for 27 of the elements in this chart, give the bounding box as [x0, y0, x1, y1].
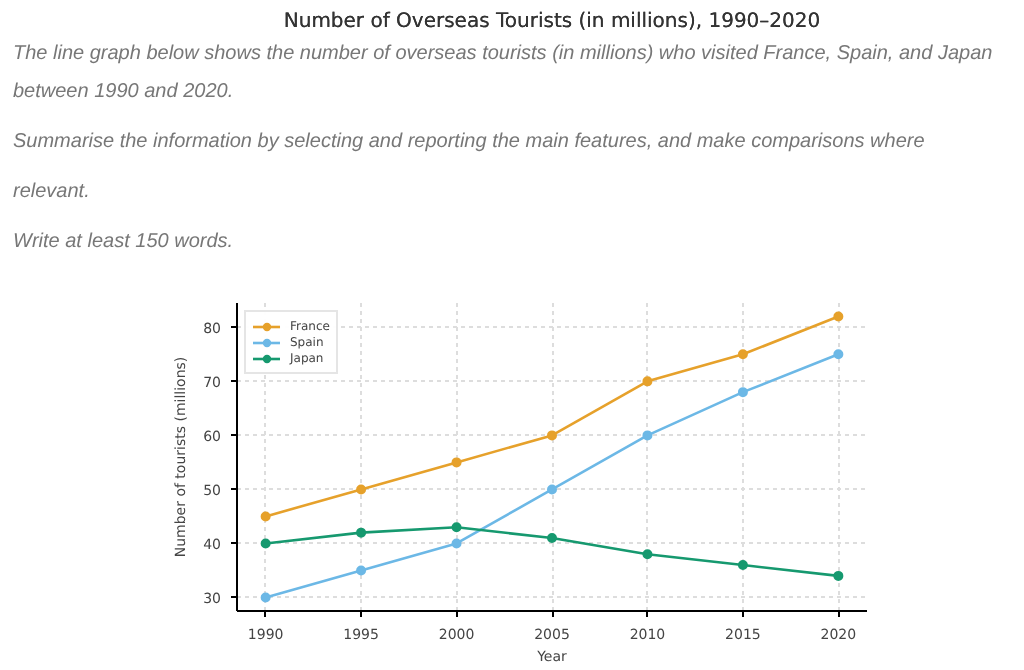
point	[833, 311, 844, 322]
text: The line graph below shows the number of overseas tourists (in millions) who visited France, Spain, and Japan	[13, 43, 994, 65]
text: between 1990 and 2020.	[13, 81, 234, 103]
point	[260, 511, 271, 522]
point	[642, 430, 653, 441]
point	[451, 538, 462, 549]
point	[547, 533, 557, 544]
point	[737, 560, 748, 571]
text: Summarise the information by selecting and reporting the main features, and make comparisons where	[13, 131, 926, 153]
text: Write at least 150 words.	[13, 231, 234, 253]
point	[737, 349, 748, 360]
point	[356, 565, 367, 576]
point	[642, 549, 653, 560]
point	[547, 430, 557, 441]
point	[260, 538, 271, 549]
point	[547, 484, 557, 495]
point	[356, 527, 367, 538]
chart-title: Number of Overseas Tourists (in millions), 1990–2020	[283, 11, 821, 33]
point	[260, 592, 271, 603]
point	[642, 376, 653, 387]
point	[451, 522, 462, 533]
point	[737, 387, 748, 398]
point	[451, 457, 462, 468]
point	[833, 570, 844, 581]
text: relevant.	[13, 181, 90, 203]
point	[833, 349, 844, 360]
point	[356, 484, 367, 495]
